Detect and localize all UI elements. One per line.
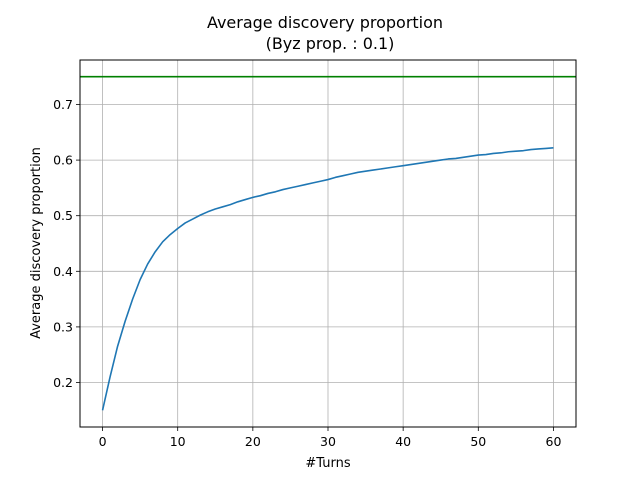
x-tick-label: 60 xyxy=(546,434,562,449)
y-tick-label: 0.2 xyxy=(53,375,73,390)
y-tick-label: 0.7 xyxy=(53,97,73,112)
y-axis-label: Average discovery proportion xyxy=(29,147,44,339)
series-line xyxy=(101,147,554,411)
x-tick-label: 20 xyxy=(245,434,261,449)
chart-subtitle: (Byz prop. : 0.1) xyxy=(266,34,395,53)
x-tick-label: 30 xyxy=(320,434,336,449)
chart-title: Average discovery proportion xyxy=(207,13,443,32)
series-layer xyxy=(80,75,576,411)
y-tick-label: 0.6 xyxy=(53,153,73,168)
y-tick-label: 0.5 xyxy=(53,208,73,223)
x-tick-label: 50 xyxy=(470,434,486,449)
ticks: 0 10 20 30 40 50 60 0.2 0.3 0.4 0.5 0.6 0.7 xyxy=(53,97,561,449)
x-axis-label: #Turns xyxy=(305,456,350,471)
y-tick-label: 0.4 xyxy=(53,264,73,279)
grid xyxy=(80,60,576,427)
x-tick-label: 0 xyxy=(99,434,107,449)
y-tick-label: 0.3 xyxy=(53,319,73,334)
x-tick-label: 40 xyxy=(395,434,411,449)
x-tick-label: 10 xyxy=(170,434,186,449)
